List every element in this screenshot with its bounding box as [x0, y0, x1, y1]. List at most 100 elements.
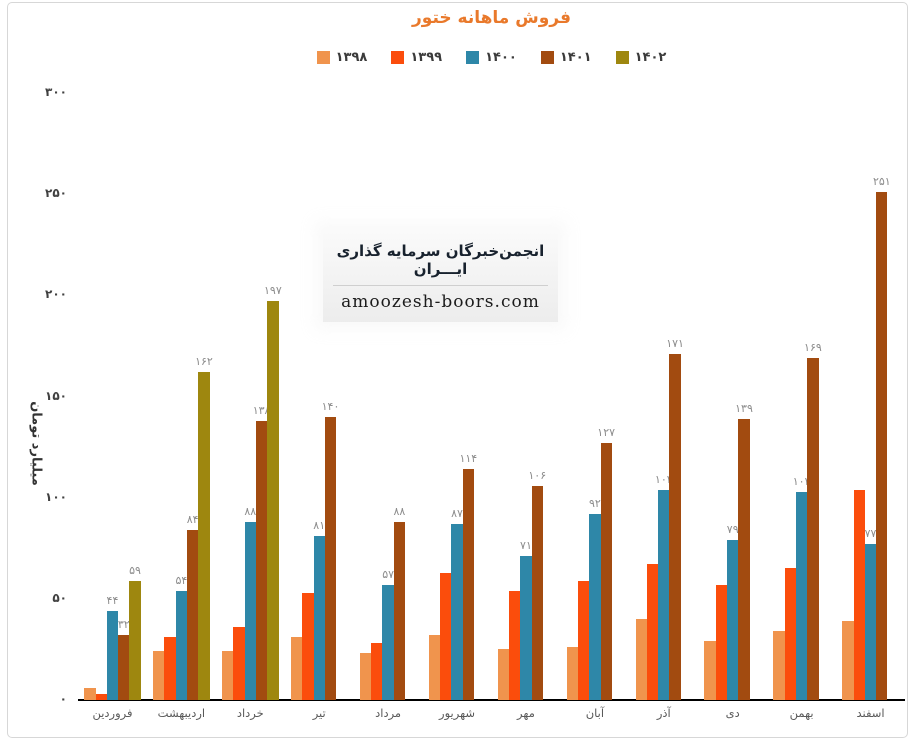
bar-s1401-m2 [255, 420, 268, 700]
x-label-0: فروردین [92, 706, 133, 720]
bar-value-s1400-m5: ۸۷ [451, 506, 463, 520]
bar-s1400-m1 [175, 590, 188, 700]
bar-s1399-m11 [853, 489, 865, 700]
bar-s1401-m8 [669, 354, 681, 700]
bar-s1401-m4 [393, 521, 406, 700]
bar-s1398-m3 [290, 637, 303, 700]
y-tick-200: ۲۰۰ [45, 287, 67, 302]
bar-s1400-m5 [451, 523, 463, 700]
bar-s1399-m10 [784, 568, 796, 700]
bar-s1399-m9 [715, 584, 728, 700]
bar-s1401-m7 [600, 443, 612, 700]
bar-value-s1402-m0: ۵۹ [129, 563, 141, 577]
legend-item-1402: ۱۴۰۲ [615, 50, 666, 65]
bar-s1402-m1 [198, 372, 210, 700]
legend-swatch-1401 [540, 51, 554, 64]
bar-s1398-m4 [359, 653, 372, 700]
bar-value-s1400-m11: ۷۷ [864, 527, 877, 541]
bar-s1399-m0 [95, 693, 107, 700]
x-label-3: تیر [312, 706, 326, 720]
bar-s1399-m5 [440, 572, 452, 700]
x-label-10: بهمن [789, 706, 814, 720]
legend: ۱۳۹۸ ۱۳۹۹ ۱۴۰۰ ۱۴۰۱ ۱۴۰۲ [78, 50, 905, 65]
watermark-url: amoozesh-boors.com [341, 292, 540, 312]
chart-title: فروش ماهانه ختور [412, 8, 571, 28]
bar-s1398-m9 [704, 641, 716, 700]
legend-item-1401: ۱۴۰۱ [540, 50, 592, 65]
bar-value-s1401-m7: ۱۲۷ [597, 426, 616, 440]
bar-s1399-m1 [164, 637, 176, 700]
y-axis-title: میلیارد تومان [28, 401, 44, 486]
bar-value-s1402-m2: ۱۹۷ [264, 284, 282, 298]
bar-value-s1401-m2: ۱۳۸ [252, 403, 271, 417]
x-label-7: آبان [585, 706, 605, 720]
bar-s1401-m0 [118, 635, 130, 700]
bar-s1400-m7 [589, 513, 601, 700]
bar-value-s1401-m8: ۱۷۱ [666, 337, 684, 350]
bar-value-s1400-m4: ۵۷ [382, 567, 395, 581]
x-label-8: آذر [656, 706, 671, 720]
bar-s1402-m2 [267, 301, 279, 700]
bar-s1400-m6 [520, 556, 532, 700]
y-tick-250: ۲۵۰ [45, 186, 67, 201]
bar-s1400-m0 [106, 610, 119, 700]
bar-s1399-m4 [371, 643, 383, 700]
watermark: انجمن‌خبرگان سرمایه گذاری ایـــران amooz… [323, 229, 558, 322]
y-tick-150: ۱۵۰ [45, 388, 67, 403]
bar-s1402-m0 [129, 580, 141, 700]
bar-value-s1400-m1: ۵۴ [175, 573, 188, 587]
y-tick-100: ۱۰۰ [45, 489, 67, 504]
watermark-divider [333, 285, 548, 286]
bar-s1398-m11 [842, 621, 854, 700]
bar-s1398-m7 [566, 647, 578, 700]
bar-value-s1400-m10: ۱۰۳ [792, 474, 811, 488]
bar-value-s1400-m2: ۸۸ [244, 504, 257, 518]
bar-value-s1401-m6: ۱۰۶ [528, 468, 547, 482]
bar-s1399-m8 [646, 564, 659, 700]
x-label-1: اردیبهشت [157, 706, 206, 720]
y-tick-0: ۰ [59, 692, 67, 706]
bar-s1400-m3 [313, 536, 325, 700]
bar-s1401-m9 [738, 418, 750, 700]
bar-s1398-m6 [497, 649, 509, 700]
legend-item-1400: ۱۴۰۰ [466, 50, 517, 65]
bar-s1399-m2 [233, 627, 245, 700]
x-label-5: شهریور [439, 706, 476, 720]
bar-s1398-m0 [84, 687, 96, 700]
bar-s1400-m11 [864, 544, 877, 700]
bar-value-s1400-m6: ۷۱ [520, 539, 532, 553]
bar-s1399-m7 [577, 580, 590, 700]
bar-value-s1401-m1: ۸۴ [186, 513, 199, 527]
bar-value-s1400-m8: ۱۰۴ [654, 472, 673, 486]
bar-value-s1400-m0: ۴۴ [106, 593, 119, 607]
bar-s1401-m11 [876, 192, 888, 700]
x-label-9: دی [725, 706, 740, 720]
bar-value-s1401-m11: ۲۵۱ [872, 175, 891, 189]
bar-s1400-m8 [658, 489, 670, 700]
x-label-2: خرداد [236, 706, 264, 720]
bar-s1398-m1 [153, 651, 165, 700]
legend-swatch-1399 [391, 51, 405, 64]
legend-label-1401: ۱۴۰۱ [559, 50, 592, 65]
bar-s1401-m10 [807, 358, 819, 700]
legend-item-1399: ۱۳۹۹ [391, 50, 442, 65]
legend-swatch-1398 [316, 51, 330, 64]
bar-value-s1402-m1: ۱۶۲ [195, 355, 213, 369]
bar-s1401-m6 [531, 485, 543, 700]
legend-label-1398: ۱۳۹۸ [335, 50, 368, 65]
watermark-text-fa: انجمن‌خبرگان سرمایه گذاری ایـــران [336, 242, 545, 278]
bar-value-s1401-m10: ۱۶۹ [804, 341, 822, 355]
bar-value-s1400-m3: ۸۱ [313, 519, 326, 533]
x-label-11: اسفند [856, 706, 885, 720]
y-tick-300: ۳۰۰ [45, 85, 67, 99]
bar-s1400-m10 [795, 491, 808, 700]
legend-swatch-1402 [615, 51, 629, 64]
bar-s1399-m3 [302, 592, 314, 700]
bar-value-s1401-m5: ۱۱۴ [459, 452, 478, 466]
bar-value-s1401-m3: ۱۴۰ [321, 399, 340, 413]
bar-value-s1400-m7: ۹۲ [588, 496, 601, 510]
bar-value-s1401-m4: ۸۸ [393, 504, 406, 518]
bar-s1398-m8 [635, 619, 647, 700]
bar-s1400-m9 [727, 540, 739, 700]
